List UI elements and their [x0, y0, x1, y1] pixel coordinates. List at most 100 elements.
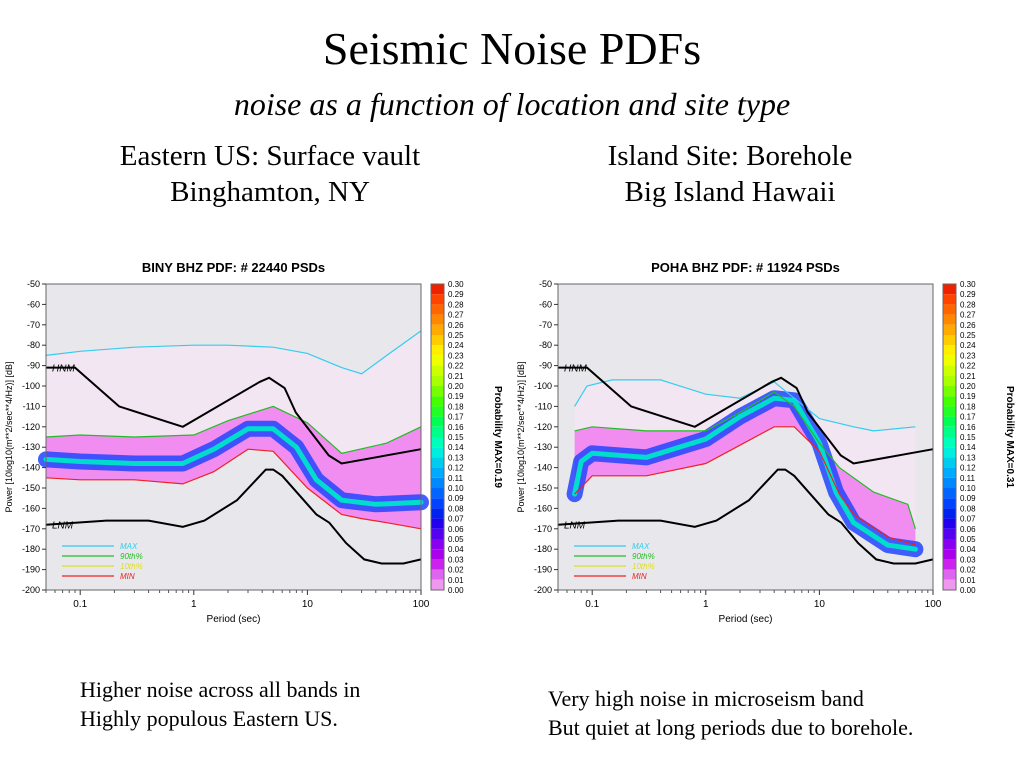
- colorbar-tick-label: 0.19: [960, 392, 976, 401]
- colorbar-cell: [431, 406, 444, 417]
- colorbar-tick-label: 0.05: [448, 535, 464, 544]
- colorbar-cell: [943, 416, 956, 427]
- colorbar-tick-label: 0.06: [960, 525, 976, 534]
- lnm-label: LNM: [564, 521, 586, 532]
- left-heading-site-type: Eastern US: Surface vault: [119, 140, 421, 172]
- x-tick-label: 0.1: [73, 599, 87, 610]
- colorbar-cell: [431, 365, 444, 376]
- colorbar-tick-label: 0.01: [448, 576, 464, 585]
- colorbar-tick-label: 0.18: [960, 402, 976, 411]
- colorbar-cell: [431, 477, 444, 488]
- pdf-mode-core: [43, 426, 424, 507]
- colorbar-cell: [943, 518, 956, 529]
- colorbar-cell: [431, 426, 444, 437]
- legend-label: 90th%: [632, 552, 655, 561]
- y-tick-label: -50: [27, 279, 40, 289]
- colorbar-frame: [942, 283, 957, 591]
- colorbar-tick-label: 0.04: [448, 545, 464, 554]
- colorbar-cell: [431, 345, 444, 356]
- colorbar-tick-label: 0.25: [448, 331, 464, 340]
- y-tick-label: -50: [539, 279, 552, 289]
- colorbar-cell: [943, 467, 956, 478]
- y-tick-label: -160: [534, 503, 552, 513]
- colorbar-cell: [943, 528, 956, 539]
- x-tick-label: 10: [814, 599, 826, 610]
- colorbar-tick-label: 0.21: [960, 372, 976, 381]
- colorbar-cell: [943, 304, 956, 315]
- colorbar-tick-label: 0.20: [960, 382, 976, 391]
- y-tick-label: -80: [539, 340, 552, 350]
- colorbar-cell: [431, 467, 444, 478]
- colorbar-cell: [431, 528, 444, 539]
- legend-label: 90th%: [120, 552, 143, 561]
- colorbar-tick-label: 0.29: [960, 290, 976, 299]
- plot-frame: [45, 283, 422, 591]
- series-line-hnm: [558, 366, 934, 465]
- colorbar-tick-label: 0.16: [960, 423, 976, 432]
- colorbar-tick-label: 0.27: [960, 311, 976, 320]
- colorbar-tick-label: 0.17: [960, 413, 976, 422]
- y-tick-label: -60: [27, 299, 40, 309]
- colorbar-tick-label: 0.15: [448, 433, 464, 442]
- colorbar-cell: [943, 488, 956, 499]
- colorbar-tick-label: 0.12: [448, 464, 464, 473]
- y-tick-label: -200: [22, 585, 40, 595]
- colorbar-tick-label: 0.29: [448, 290, 464, 299]
- y-axis-label: Power [10log10(m**2/sec**4/Hz)] [dB]: [516, 361, 526, 512]
- colorbar-tick-label: 0.30: [448, 280, 464, 289]
- colorbar-cell: [943, 324, 956, 335]
- y-tick-label: -200: [534, 585, 552, 595]
- colorbar-cell: [943, 447, 956, 458]
- colorbar-cell: [943, 579, 956, 590]
- pdf-mode-core: [572, 395, 918, 552]
- colorbar-cell: [431, 314, 444, 325]
- series-line-90th: [574, 391, 916, 529]
- y-tick-label: -190: [22, 565, 40, 575]
- colorbar-cell: [943, 477, 956, 488]
- series-line-lnm: [557, 468, 934, 565]
- colorbar-cell: [943, 406, 956, 417]
- chart-title: POHA BHZ PDF: # 11924 PSDs: [651, 260, 840, 275]
- left-note-line2: Highly populous Eastern US.: [80, 706, 338, 731]
- colorbar-tick-label: 0.11: [448, 474, 464, 483]
- x-tick-label: 0.1: [585, 599, 599, 610]
- legend-label: MAX: [120, 542, 138, 551]
- colorbar-cell: [943, 508, 956, 519]
- left-panel-heading: Eastern US: Surface vault Binghamton, NY: [60, 138, 480, 210]
- pdf-chart-biny: BINY BHZ PDF: # 22440 PSDs HNM LNM MAX90th%…: [4, 260, 503, 625]
- y-tick-label: -90: [27, 361, 40, 371]
- legend-label: MIN: [632, 572, 647, 581]
- colorbar-tick-label: 0.25: [960, 331, 976, 340]
- colorbar-cell: [431, 457, 444, 468]
- colorbar-tick-label: 0.16: [448, 423, 464, 432]
- series-line-90th: [45, 405, 422, 454]
- colorbar-cell: [431, 335, 444, 346]
- colorbar-tick-label: 0.27: [448, 311, 464, 320]
- colorbar-tick-label: 0.19: [448, 392, 464, 401]
- colorbar-cell: [431, 304, 444, 315]
- y-tick-label: -90: [539, 361, 552, 371]
- colorbar-tick-label: 0.04: [960, 545, 976, 554]
- colorbar-tick-label: 0.02: [960, 566, 976, 575]
- colorbar-cell: [943, 590, 956, 601]
- colorbar-cell: [943, 314, 956, 325]
- colorbar-cell: [431, 324, 444, 335]
- x-axis-label: Period (sec): [207, 614, 261, 625]
- series-line-min: [45, 448, 422, 530]
- colorbar-cell: [943, 569, 956, 580]
- slide-subtitle: noise as a function of location and site…: [233, 86, 791, 122]
- colorbar-cell: [943, 396, 956, 407]
- colorbar-tick-label: 0.23: [448, 351, 464, 360]
- y-tick-label: -100: [22, 381, 40, 391]
- colorbar-tick-label: 0.20: [448, 382, 464, 391]
- y-tick-label: -180: [534, 544, 552, 554]
- colorbar-tick-label: 0.07: [960, 515, 976, 524]
- right-heading-site-type: Island Site: Borehole: [607, 140, 853, 172]
- colorbar-tick-label: 0.00: [960, 586, 976, 595]
- colorbar-label: Probability MAX=0.19: [492, 386, 503, 488]
- colorbar-cell: [943, 437, 956, 448]
- colorbar-tick-label: 0.28: [960, 300, 976, 309]
- y-tick-label: -140: [534, 463, 552, 473]
- right-note: Very high noise in microseism band But q…: [548, 684, 913, 742]
- y-tick-label: -60: [539, 299, 552, 309]
